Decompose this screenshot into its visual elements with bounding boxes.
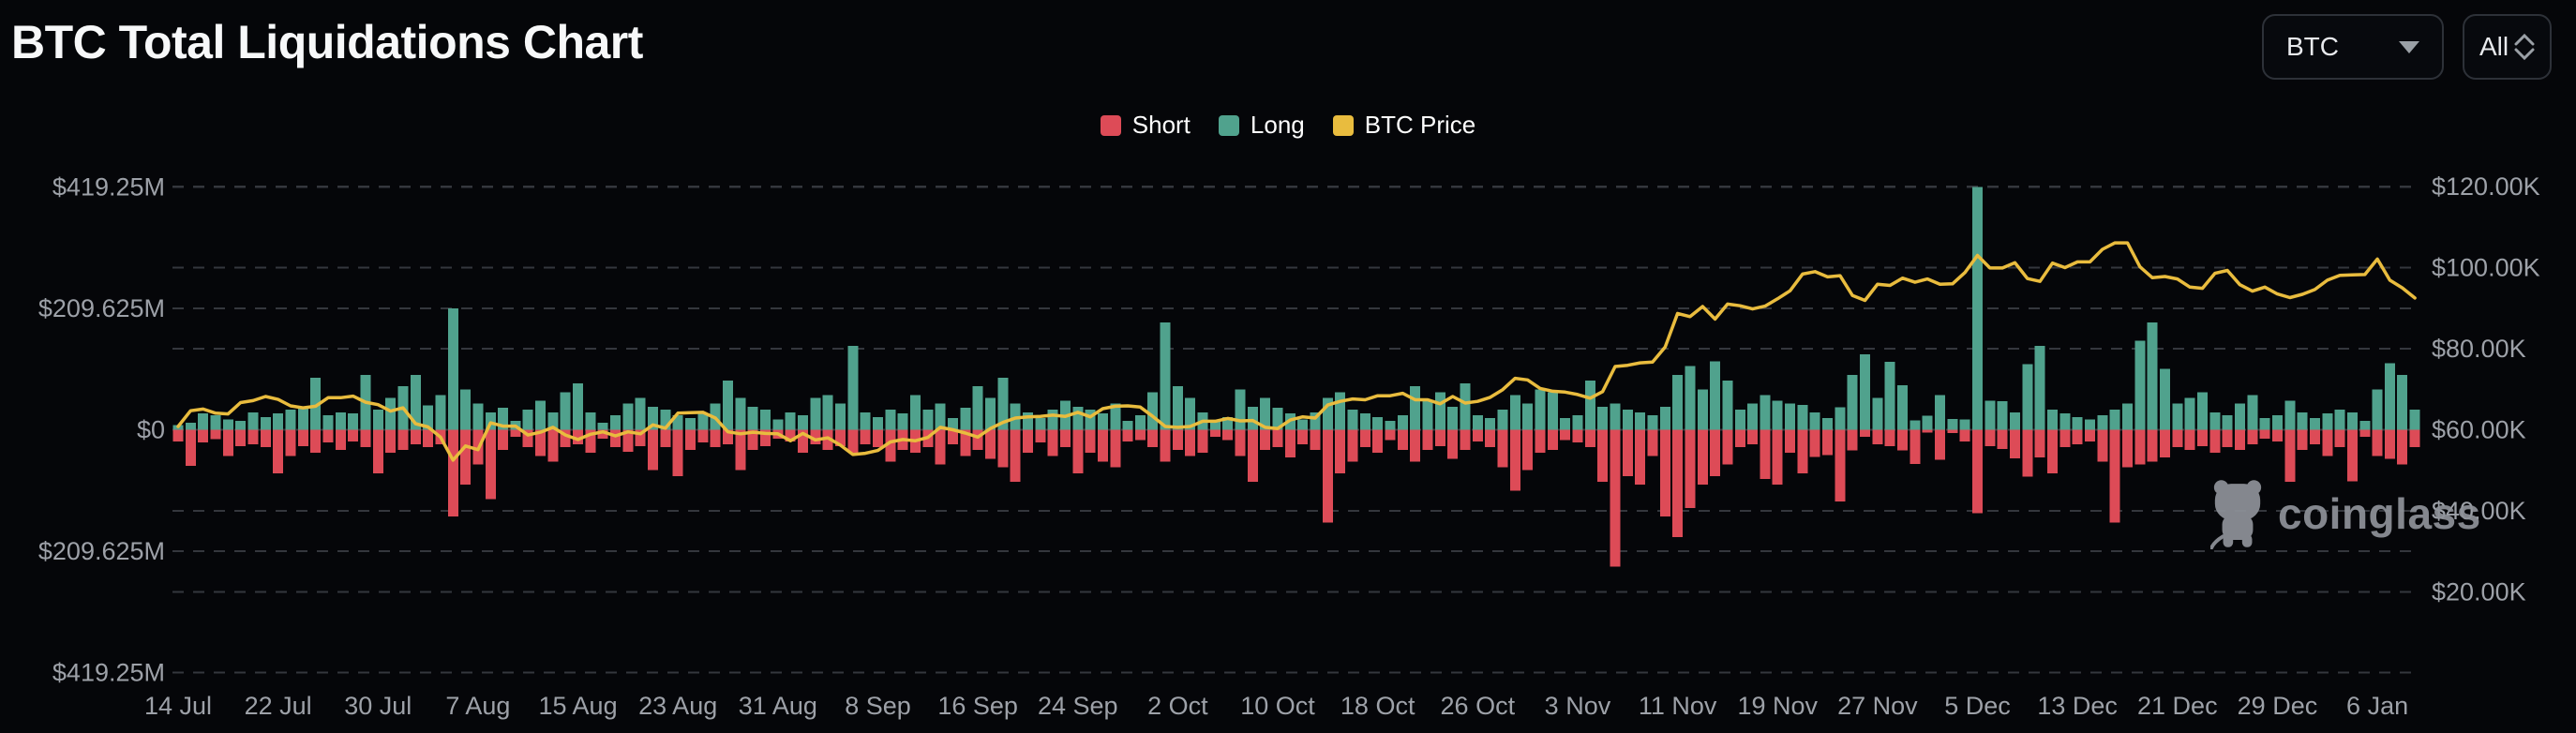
unfold-arrows-icon xyxy=(2514,34,2535,60)
legend-label-long: Long xyxy=(1250,111,1305,139)
legend-item-btc-price[interactable]: BTC Price xyxy=(1332,111,1476,140)
svg-text:31 Aug: 31 Aug xyxy=(739,692,817,720)
svg-text:29 Dec: 29 Dec xyxy=(2238,692,2318,720)
btc-price-swatch-icon xyxy=(1332,114,1354,136)
svg-text:10 Oct: 10 Oct xyxy=(1240,692,1315,720)
svg-text:$209.625M: $209.625M xyxy=(38,537,165,565)
svg-text:23 Aug: 23 Aug xyxy=(638,692,717,720)
svg-text:$120.00K: $120.00K xyxy=(2432,172,2540,201)
svg-text:27 Nov: 27 Nov xyxy=(1837,692,1918,720)
legend-label-btc-price: BTC Price xyxy=(1364,111,1476,139)
svg-text:$20.00K: $20.00K xyxy=(2432,578,2526,606)
svg-text:15 Aug: 15 Aug xyxy=(539,692,618,720)
x-axis-labels: 14 Jul 22 Jul 30 Jul 7 Aug 15 Aug 23 Aug 31 Au… xyxy=(144,692,2408,720)
svg-text:22 Jul: 22 Jul xyxy=(245,692,312,720)
long-swatch-icon xyxy=(1218,114,1239,136)
page-title: BTC Total Liquidations Chart xyxy=(11,16,643,68)
svg-text:$100.00K: $100.00K xyxy=(2432,254,2540,282)
svg-text:$209.625M: $209.625M xyxy=(38,294,165,322)
svg-text:26 Oct: 26 Oct xyxy=(1441,692,1516,720)
svg-text:$0: $0 xyxy=(137,416,165,444)
svg-text:3 Nov: 3 Nov xyxy=(1545,692,1611,720)
svg-text:$419.25M: $419.25M xyxy=(52,173,165,202)
legend-item-long[interactable]: Long xyxy=(1218,111,1305,140)
range-dropdown[interactable]: All xyxy=(2463,14,2552,80)
svg-text:18 Oct: 18 Oct xyxy=(1340,692,1415,720)
legend-item-short[interactable]: Short xyxy=(1100,111,1191,140)
svg-text:24 Sep: 24 Sep xyxy=(1038,692,1118,720)
svg-text:14 Jul: 14 Jul xyxy=(144,692,212,720)
chevron-down-icon xyxy=(2399,40,2419,53)
svg-text:30 Jul: 30 Jul xyxy=(344,692,412,720)
svg-text:$40.00K: $40.00K xyxy=(2432,497,2526,525)
svg-text:6 Jan: 6 Jan xyxy=(2346,692,2408,720)
coinglass-watermark: coinglass xyxy=(2210,478,2481,549)
left-axis-labels: $419.25M $209.625M $0 $209.625M $419.25M xyxy=(38,173,165,687)
short-swatch-icon xyxy=(1100,114,1121,136)
symbol-dropdown-value: BTC xyxy=(2286,32,2339,61)
svg-text:7 Aug: 7 Aug xyxy=(445,692,510,720)
svg-text:$419.25M: $419.25M xyxy=(52,659,165,687)
short-bars xyxy=(172,429,2420,567)
right-axis-labels: $120.00K $100.00K $80.00K $60.00K $40.00K $20… xyxy=(2432,172,2540,606)
svg-text:5 Dec: 5 Dec xyxy=(1944,692,2011,720)
svg-text:21 Dec: 21 Dec xyxy=(2137,692,2218,720)
svg-text:19 Nov: 19 Nov xyxy=(1737,692,1818,720)
symbol-dropdown[interactable]: BTC xyxy=(2262,14,2444,80)
btc-price-line xyxy=(176,241,2417,462)
gridlines xyxy=(172,186,2420,674)
watermark-text: coinglass xyxy=(2278,489,2481,538)
svg-text:13 Dec: 13 Dec xyxy=(2037,692,2118,720)
svg-text:2 Oct: 2 Oct xyxy=(1147,692,1208,720)
legend-label-short: Short xyxy=(1131,111,1191,139)
svg-text:8 Sep: 8 Sep xyxy=(845,692,911,720)
chart-legend: Short Long BTC Price xyxy=(0,111,2576,140)
svg-text:16 Sep: 16 Sep xyxy=(937,692,1018,720)
svg-text:$80.00K: $80.00K xyxy=(2432,335,2526,363)
range-dropdown-value: All xyxy=(2479,32,2509,61)
svg-text:$60.00K: $60.00K xyxy=(2432,416,2526,444)
svg-text:11 Nov: 11 Nov xyxy=(1639,692,1717,720)
coinglass-bull-icon xyxy=(2210,480,2262,549)
